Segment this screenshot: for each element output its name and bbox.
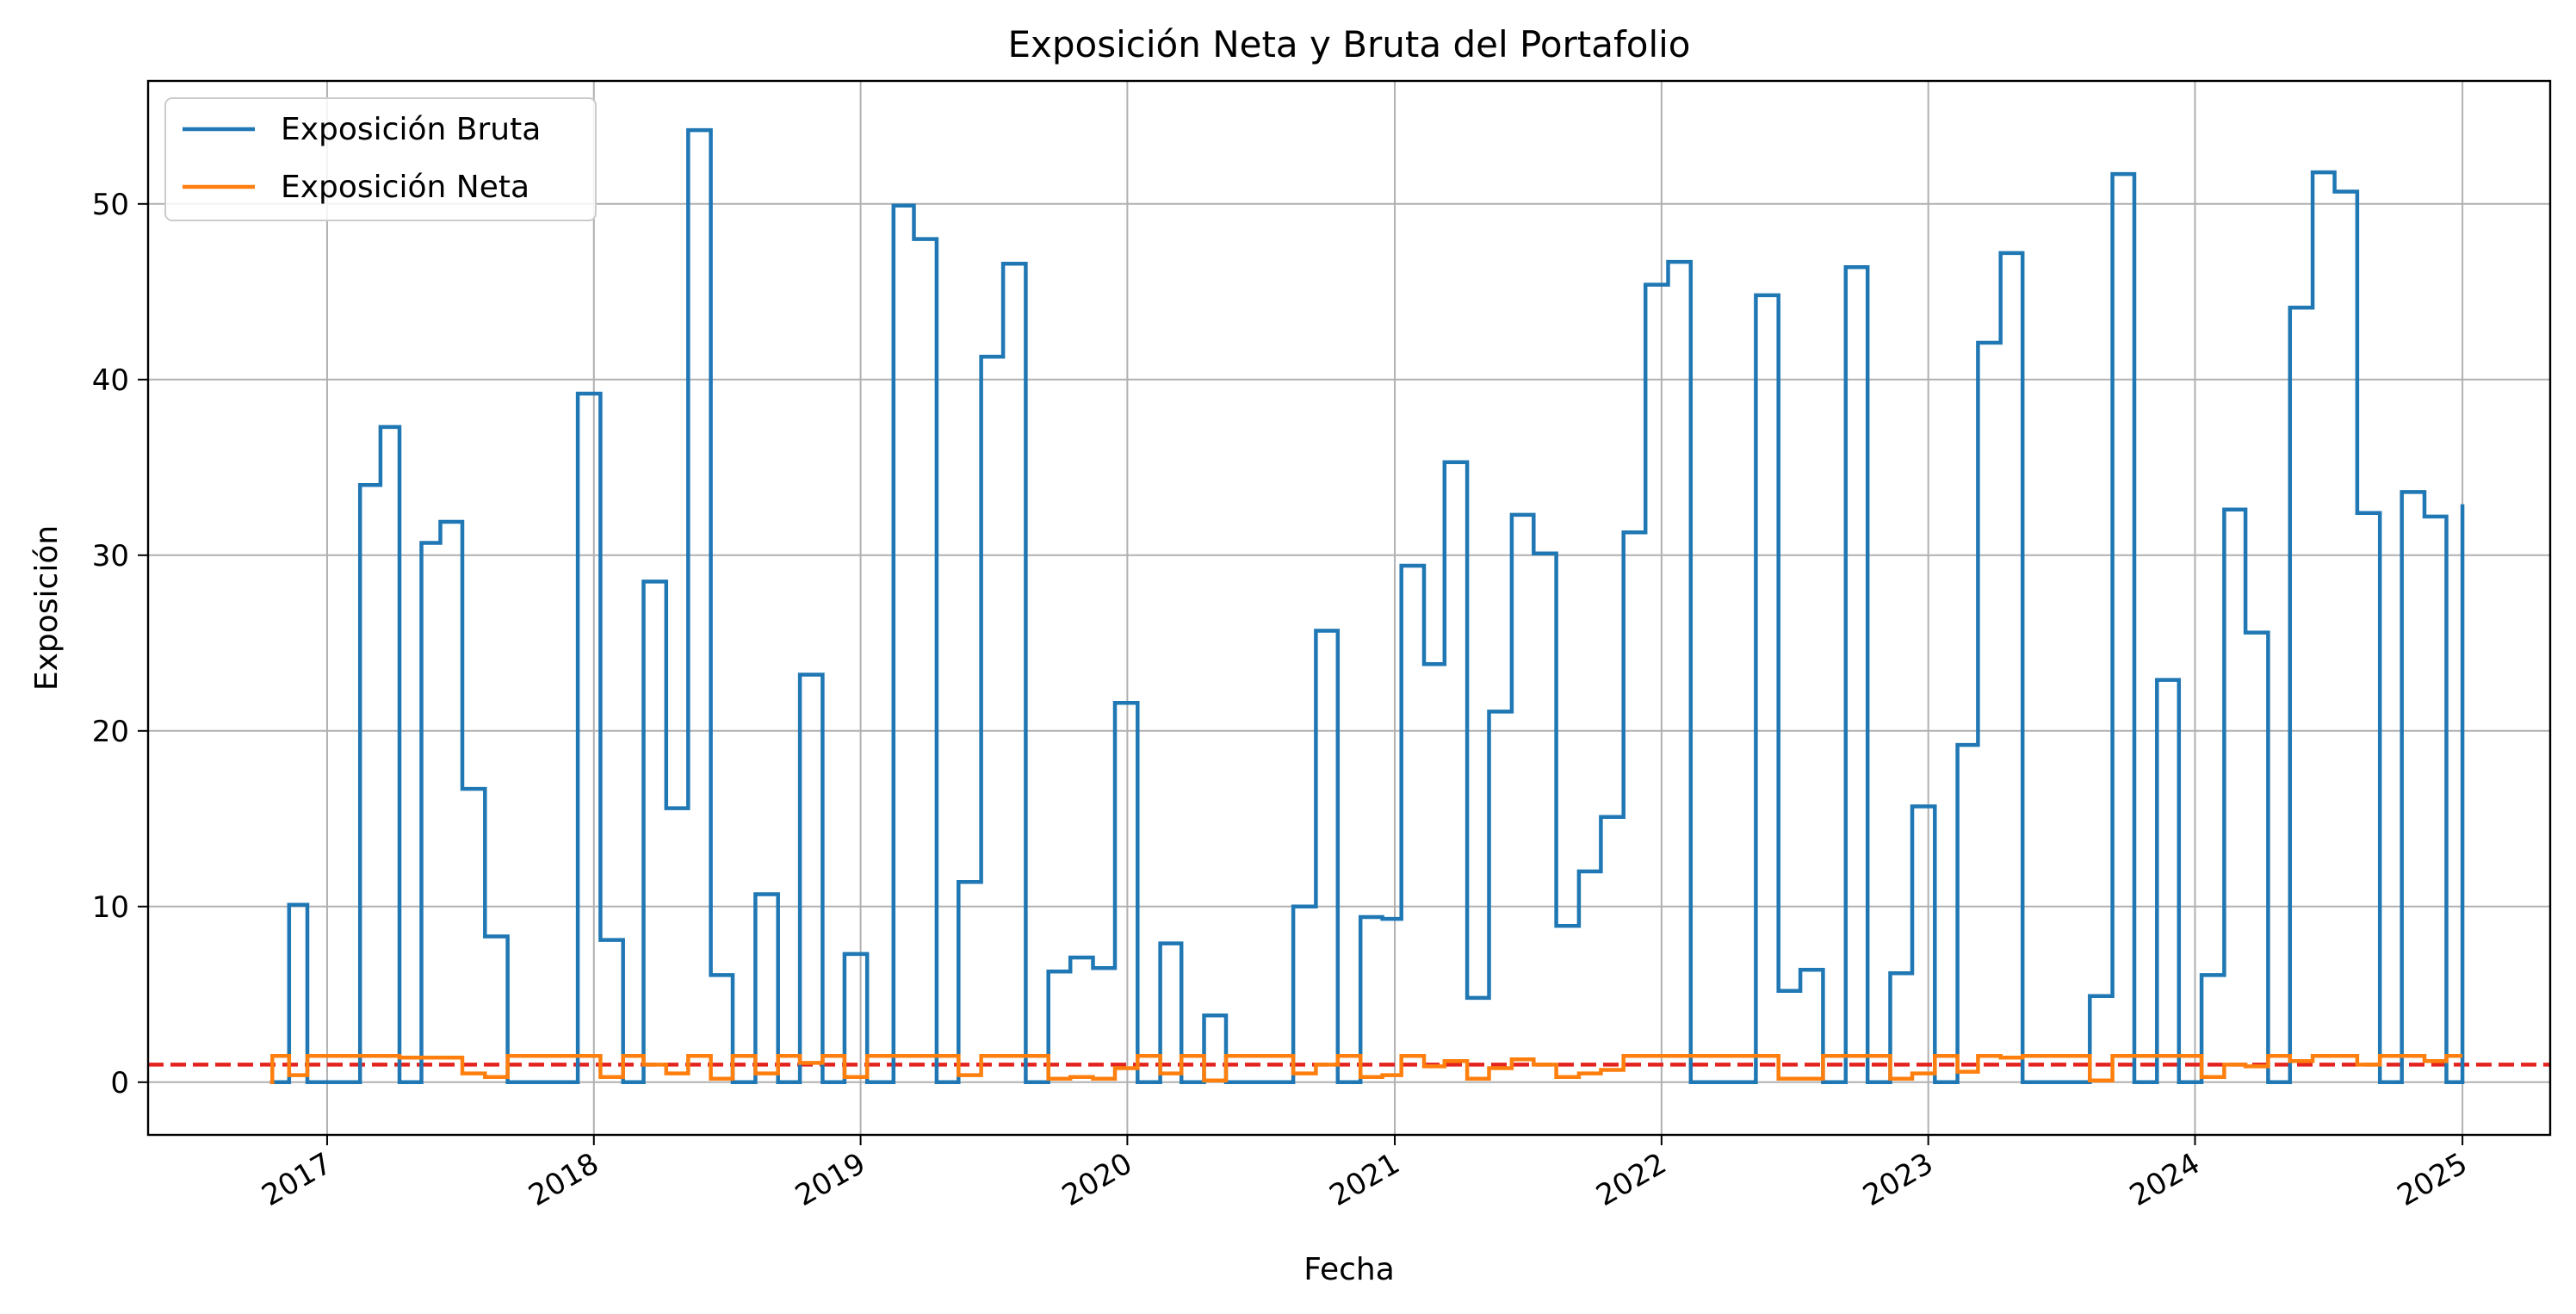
y-axis-label: Exposición — [29, 525, 65, 691]
y-tick-label: 50 — [92, 188, 129, 222]
legend: Exposición Bruta Exposición Neta — [164, 97, 597, 221]
legend-label-bruta: Exposición Bruta — [281, 112, 541, 147]
y-tick-label: 20 — [92, 715, 129, 749]
plot-frame — [146, 79, 2552, 1137]
series-line-neta — [269, 1053, 2463, 1085]
chart-title: Exposición Neta y Bruta del Portafolio — [1007, 23, 1690, 65]
legend-box — [164, 97, 597, 221]
y-tick-label: 30 — [92, 539, 129, 573]
y-tick-label: 10 — [92, 890, 129, 925]
y-axis: 0 10 20 30 40 50 — [92, 188, 148, 1100]
y-tick-label: 0 — [110, 1066, 129, 1100]
series-line-bruta — [269, 127, 2465, 1085]
legend-label-neta: Exposición Neta — [281, 170, 529, 205]
series-group — [269, 127, 2465, 1085]
y-tick-label: 40 — [92, 363, 129, 398]
x-axis-label: Fecha — [1303, 1252, 1395, 1287]
